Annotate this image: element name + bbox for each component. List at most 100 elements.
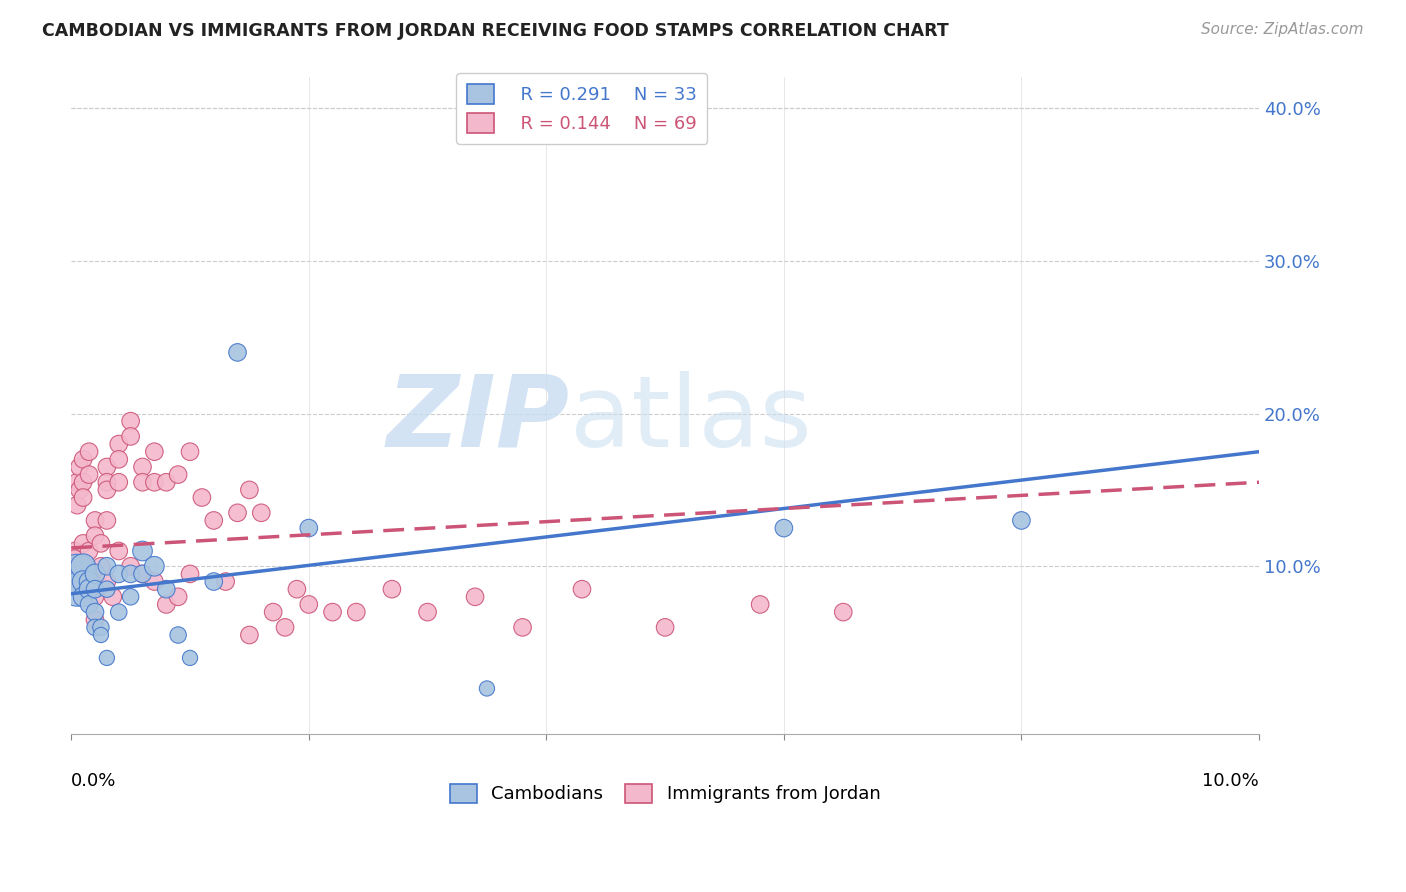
Point: [512, 620, 534, 634]
Point: [69, 483, 91, 497]
Point: [381, 582, 404, 597]
Point: [96, 475, 118, 490]
Point: [107, 544, 129, 558]
Point: [155, 598, 177, 612]
Point: [72, 475, 94, 490]
Point: [179, 444, 201, 458]
Point: [63, 559, 86, 574]
Point: [63, 551, 86, 566]
Point: [63, 544, 86, 558]
Point: [96, 460, 118, 475]
Point: [285, 582, 308, 597]
Point: [179, 651, 201, 665]
Point: [202, 513, 225, 527]
Point: [131, 460, 153, 475]
Text: Source: ZipAtlas.com: Source: ZipAtlas.com: [1201, 22, 1364, 37]
Point: [238, 483, 260, 497]
Point: [143, 475, 166, 490]
Point: [120, 559, 142, 574]
Point: [69, 460, 91, 475]
Point: [344, 605, 367, 619]
Point: [773, 521, 796, 535]
Point: [832, 605, 855, 619]
Point: [250, 506, 273, 520]
Point: [464, 590, 486, 604]
Point: [66, 498, 89, 512]
Point: [167, 467, 190, 482]
Point: [155, 582, 177, 597]
Point: [66, 566, 89, 581]
Point: [155, 475, 177, 490]
Point: [143, 574, 166, 589]
Point: [107, 475, 129, 490]
Point: [214, 574, 236, 589]
Text: atlas: atlas: [569, 370, 811, 467]
Text: 10.0%: 10.0%: [1202, 772, 1258, 790]
Point: [101, 590, 124, 604]
Point: [77, 544, 100, 558]
Point: [72, 590, 94, 604]
Point: [131, 566, 153, 581]
Point: [120, 429, 142, 443]
Point: [90, 536, 112, 550]
Point: [63, 566, 86, 581]
Point: [84, 613, 107, 627]
Point: [749, 598, 772, 612]
Point: [131, 475, 153, 490]
Point: [84, 566, 107, 581]
Point: [66, 475, 89, 490]
Text: CAMBODIAN VS IMMIGRANTS FROM JORDAN RECEIVING FOOD STAMPS CORRELATION CHART: CAMBODIAN VS IMMIGRANTS FROM JORDAN RECE…: [42, 22, 949, 40]
Point: [131, 544, 153, 558]
Point: [84, 529, 107, 543]
Point: [475, 681, 498, 696]
Point: [416, 605, 439, 619]
Point: [77, 582, 100, 597]
Point: [202, 574, 225, 589]
Point: [72, 452, 94, 467]
Point: [191, 491, 214, 505]
Point: [72, 536, 94, 550]
Point: [143, 559, 166, 574]
Point: [1010, 513, 1032, 527]
Point: [96, 483, 118, 497]
Text: 0.0%: 0.0%: [72, 772, 117, 790]
Point: [167, 628, 190, 642]
Point: [72, 574, 94, 589]
Point: [72, 559, 94, 574]
Point: [96, 651, 118, 665]
Point: [66, 582, 89, 597]
Point: [84, 513, 107, 527]
Point: [571, 582, 593, 597]
Point: [84, 605, 107, 619]
Point: [77, 467, 100, 482]
Point: [120, 590, 142, 604]
Point: [84, 620, 107, 634]
Point: [96, 574, 118, 589]
Point: [90, 628, 112, 642]
Point: [90, 620, 112, 634]
Point: [77, 444, 100, 458]
Point: [96, 513, 118, 527]
Point: [262, 605, 284, 619]
Point: [120, 414, 142, 428]
Point: [107, 437, 129, 451]
Point: [238, 628, 260, 642]
Point: [72, 559, 94, 574]
Point: [179, 566, 201, 581]
Point: [96, 582, 118, 597]
Point: [96, 559, 118, 574]
Point: [107, 452, 129, 467]
Point: [120, 566, 142, 581]
Point: [77, 574, 100, 589]
Point: [107, 605, 129, 619]
Point: [143, 444, 166, 458]
Point: [167, 590, 190, 604]
Legend: Cambodians, Immigrants from Jordan: Cambodians, Immigrants from Jordan: [443, 776, 887, 811]
Point: [654, 620, 676, 634]
Point: [274, 620, 297, 634]
Point: [107, 566, 129, 581]
Point: [84, 582, 107, 597]
Text: ZIP: ZIP: [387, 370, 569, 467]
Point: [298, 598, 321, 612]
Point: [84, 566, 107, 581]
